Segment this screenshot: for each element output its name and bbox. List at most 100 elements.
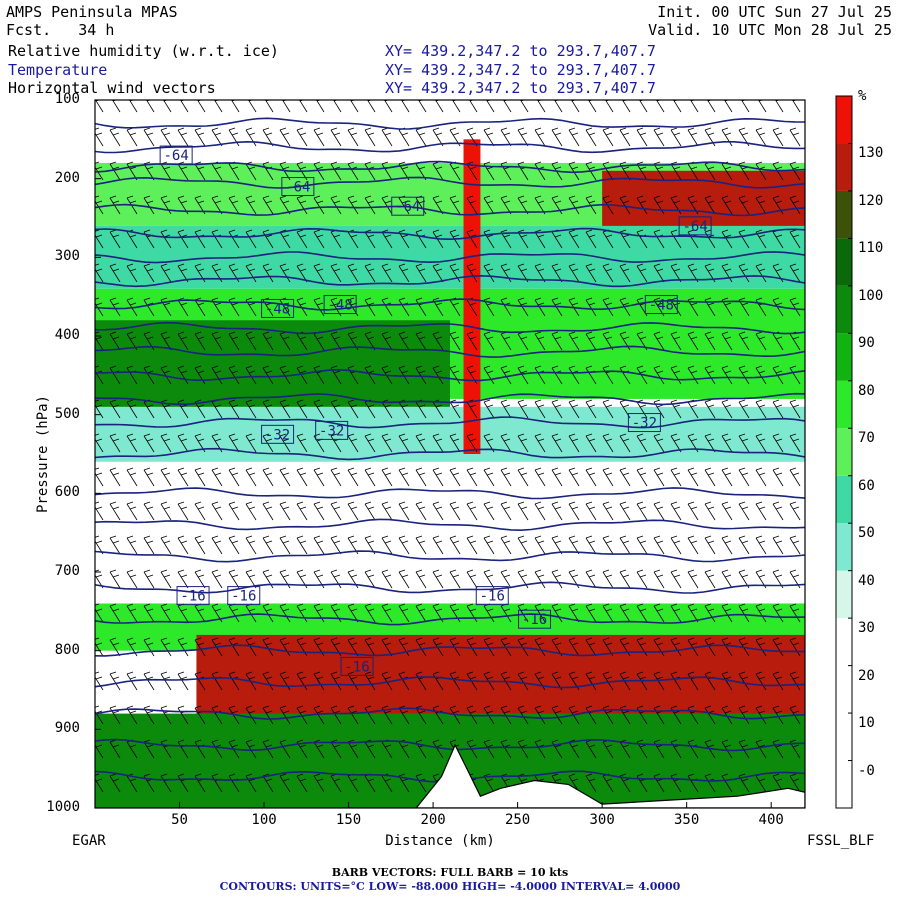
wind-barb bbox=[95, 195, 104, 215]
wind-barb bbox=[95, 501, 104, 521]
wind-barb bbox=[398, 569, 410, 589]
colorbar-tick-label: 80 bbox=[858, 382, 875, 399]
wind-barb bbox=[262, 399, 274, 419]
wind-barb bbox=[738, 671, 750, 691]
contour-label: -32 bbox=[632, 416, 657, 432]
wind-barb bbox=[517, 297, 529, 317]
wind-barb bbox=[483, 195, 495, 215]
wind-barb bbox=[636, 637, 648, 657]
wind-barb bbox=[245, 637, 257, 657]
wind-barb bbox=[554, 100, 563, 113]
colorbar-bin bbox=[836, 618, 852, 714]
wind-barb bbox=[245, 501, 257, 521]
colorbar-bin bbox=[836, 285, 852, 334]
wind-barb bbox=[262, 773, 274, 793]
wind-barb bbox=[313, 705, 325, 725]
wind-barb bbox=[619, 535, 631, 555]
wind-barb bbox=[330, 705, 342, 725]
contour-label-box bbox=[159, 145, 193, 165]
wind-barb bbox=[469, 100, 478, 113]
wind-barb bbox=[568, 195, 580, 215]
wind-barb bbox=[483, 569, 495, 589]
y-tick-label: 800 bbox=[54, 641, 80, 658]
colorbar-tick-label: 90 bbox=[858, 335, 875, 352]
valid-time: Valid. 10 UTC Mon 28 Jul 25 bbox=[648, 21, 892, 39]
wind-barb bbox=[585, 331, 597, 351]
wind-barb bbox=[330, 671, 342, 691]
colorbar-bin bbox=[836, 475, 852, 524]
wind-barb bbox=[653, 365, 665, 385]
contour-label-box bbox=[518, 609, 552, 629]
wind-barb bbox=[330, 127, 342, 147]
colorbar-bin bbox=[836, 96, 852, 144]
wind-barb bbox=[279, 501, 291, 521]
wind-barb bbox=[330, 739, 342, 759]
isotherm-line bbox=[95, 345, 805, 358]
wind-barb bbox=[721, 501, 733, 521]
wind-barb bbox=[670, 127, 682, 147]
wind-barb bbox=[398, 467, 410, 487]
wind-barb bbox=[435, 100, 444, 113]
wind-barb bbox=[95, 229, 104, 249]
wind-barb bbox=[789, 229, 801, 249]
wind-barb bbox=[313, 229, 325, 249]
contour-label-box bbox=[315, 420, 349, 440]
wind-barb bbox=[551, 501, 563, 521]
wind-barb bbox=[704, 399, 716, 419]
wind-barb bbox=[517, 535, 529, 555]
wind-barb bbox=[313, 671, 325, 691]
wind-barb bbox=[585, 263, 597, 283]
wind-barb bbox=[262, 195, 274, 215]
wind-barb bbox=[245, 331, 257, 351]
right-station-label: FSSL_BLF bbox=[807, 833, 875, 849]
isotherm-line bbox=[95, 176, 805, 189]
wind-barb bbox=[296, 263, 308, 283]
wind-barb bbox=[245, 399, 257, 419]
wind-barb bbox=[636, 569, 648, 589]
wind-barb bbox=[398, 263, 410, 283]
wind-barb bbox=[585, 399, 597, 419]
wind-barb bbox=[449, 501, 461, 521]
wind-barb bbox=[466, 739, 478, 759]
wind-barb bbox=[636, 195, 648, 215]
wind-barb bbox=[143, 535, 155, 555]
wind-barb bbox=[160, 671, 172, 691]
wind-barb bbox=[585, 161, 597, 181]
wind-barb bbox=[330, 467, 342, 487]
x-tick-label: 350 bbox=[674, 812, 700, 828]
wind-barb bbox=[755, 705, 767, 725]
isotherm-line bbox=[95, 738, 805, 752]
wind-barb bbox=[568, 501, 580, 521]
barb-legend: BARB VECTORS: FULL BARB = 10 kts bbox=[331, 866, 569, 879]
y-tick-label: 500 bbox=[54, 405, 80, 422]
wind-barb bbox=[347, 637, 359, 657]
wind-barb bbox=[211, 467, 223, 487]
wind-barb bbox=[486, 100, 495, 113]
wind-barb bbox=[704, 365, 716, 385]
wind-barb bbox=[126, 501, 138, 521]
wind-barb bbox=[551, 399, 563, 419]
wind-barb bbox=[262, 569, 274, 589]
wind-barb bbox=[602, 603, 614, 623]
wind-barb bbox=[551, 127, 563, 147]
wind-barb bbox=[245, 433, 257, 453]
wind-barb bbox=[721, 229, 733, 249]
wind-barb bbox=[415, 433, 427, 453]
wind-barb bbox=[670, 603, 682, 623]
wind-barb bbox=[602, 501, 614, 521]
wind-barb bbox=[177, 365, 189, 385]
wind-barb bbox=[789, 433, 801, 453]
wind-barb bbox=[415, 535, 427, 555]
contour-label-box bbox=[227, 586, 261, 606]
wind-barb bbox=[279, 773, 291, 793]
wind-barb bbox=[755, 365, 767, 385]
wind-barb bbox=[772, 467, 784, 487]
wind-barb bbox=[636, 501, 648, 521]
wind-barb bbox=[211, 365, 223, 385]
contour-label: -48 bbox=[649, 298, 674, 314]
isotherm-line bbox=[95, 518, 805, 532]
wind-barb bbox=[738, 399, 750, 419]
wind-barb bbox=[670, 161, 682, 181]
wind-barb bbox=[534, 535, 546, 555]
